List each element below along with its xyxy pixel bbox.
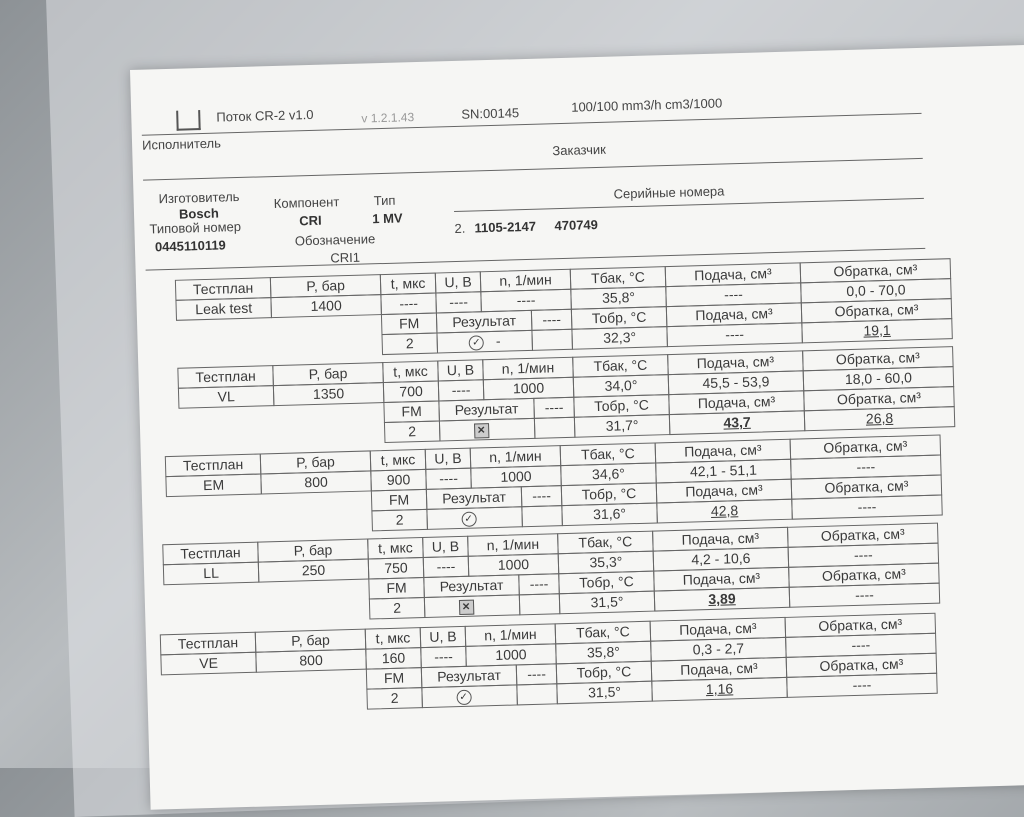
- empty-cell: [534, 417, 576, 439]
- return-measured: ----: [789, 583, 941, 608]
- col-voltage: U, В: [422, 536, 469, 558]
- result-cell: ✕: [424, 594, 521, 618]
- version: v 1.2.1.43: [361, 110, 414, 125]
- logo-icon: [176, 110, 201, 131]
- col-dash: ----: [518, 573, 560, 595]
- performer-label: Исполнитель: [142, 135, 221, 152]
- return-measured: 19,1: [801, 318, 953, 343]
- t-return-value: 31,6°: [561, 502, 658, 526]
- time-value: 160: [365, 647, 422, 670]
- result-cell: ✕: [439, 418, 536, 442]
- delivery-measured: 1,16: [651, 677, 788, 702]
- testplan-name: VE: [160, 652, 257, 676]
- col-fm: FM: [368, 577, 425, 600]
- time-value: ----: [380, 293, 437, 316]
- testplan-name: EM: [165, 473, 262, 497]
- pass-check-icon: ✓: [469, 335, 484, 350]
- component-label: Компонент: [274, 194, 340, 211]
- voltage-value: ----: [423, 556, 470, 578]
- col-fm: FM: [371, 489, 428, 512]
- col-dash: ----: [516, 663, 558, 685]
- return-measured: ----: [791, 494, 943, 519]
- designation-label: Обозначение: [295, 231, 376, 248]
- col-voltage: U, В: [437, 359, 484, 381]
- result-cell: ✓: [426, 506, 523, 530]
- col-voltage: U, В: [420, 626, 467, 648]
- testplan-name: Leak test: [175, 297, 272, 321]
- component: CRI: [299, 213, 322, 229]
- fm-value: 2: [369, 597, 426, 620]
- test-report-sheet: Поток CR-2 v1.0 v 1.2.1.43 SN:00145 100/…: [130, 45, 1024, 810]
- result-cell: ✓: [421, 684, 518, 708]
- pass-check-icon: ✓: [456, 690, 471, 705]
- customer-label: Заказчик: [552, 142, 606, 158]
- empty-cell: [519, 593, 561, 615]
- serials-label: Серийные номера: [613, 183, 724, 201]
- empty-cell: [531, 329, 573, 351]
- delivery-measured: 43,7: [669, 410, 806, 435]
- empty-cell: [516, 683, 558, 705]
- pass-check-icon: ✓: [461, 511, 476, 526]
- t-return-value: 31,5°: [556, 681, 653, 705]
- voltage-value: ----: [438, 379, 485, 401]
- fm-value: 2: [371, 509, 428, 532]
- t-return-value: 31,7°: [574, 414, 671, 438]
- t-return-value: 31,5°: [559, 591, 656, 615]
- voltage-value: ----: [420, 646, 467, 668]
- time-value: 900: [370, 469, 427, 492]
- part-number: 0445110119: [155, 237, 226, 254]
- manufacturer-label: Изготовитель: [158, 189, 239, 206]
- col-voltage: U, В: [435, 271, 482, 293]
- voltage-value: ----: [425, 468, 472, 490]
- return-measured: 26,8: [804, 406, 956, 431]
- fm-value: 2: [384, 420, 441, 443]
- col-time: t, мкс: [367, 537, 424, 560]
- fail-x-icon: ✕: [458, 599, 473, 614]
- fm-value: 2: [381, 333, 438, 356]
- col-dash: ----: [533, 397, 575, 419]
- return-measured: ----: [786, 673, 938, 698]
- app-title: Поток CR-2 v1.0: [216, 107, 314, 125]
- col-dash: ----: [521, 485, 563, 507]
- result-cell: ✓-: [436, 330, 533, 354]
- col-time: t, мкс: [380, 273, 437, 296]
- testplan-name: VL: [178, 385, 275, 409]
- part-number-label: Типовой номер: [149, 219, 241, 237]
- empty-cell: [521, 505, 563, 527]
- type-label: Тип: [374, 193, 396, 209]
- units: 100/100 mm3/h cm3/1000: [571, 95, 722, 114]
- voltage-value: ----: [435, 291, 482, 313]
- serial-a: 1105-2147: [474, 219, 536, 236]
- col-fm: FM: [381, 313, 438, 336]
- result-note: -: [496, 333, 501, 349]
- col-time: t, мкс: [365, 627, 422, 650]
- col-dash: ----: [531, 309, 573, 331]
- fail-x-icon: ✕: [473, 423, 488, 438]
- col-time: t, мкс: [370, 449, 427, 472]
- delivery-measured: 3,89: [654, 587, 791, 612]
- time-value: 700: [383, 380, 440, 403]
- fm-value: 2: [366, 687, 423, 710]
- delivery-measured: 42,8: [656, 499, 793, 524]
- col-fm: FM: [366, 667, 423, 690]
- col-voltage: U, В: [425, 448, 472, 470]
- col-fm: FM: [383, 400, 440, 423]
- col-time: t, мкс: [382, 361, 439, 384]
- serial-index: 2.: [454, 221, 465, 236]
- serial-b: 470749: [554, 217, 598, 233]
- type: 1 MV: [372, 210, 403, 226]
- testplan-name: LL: [163, 562, 260, 586]
- serial-number: SN:00145: [461, 105, 519, 122]
- delivery-measured: ----: [666, 322, 803, 347]
- time-value: 750: [368, 557, 425, 580]
- t-return-value: 32,3°: [571, 326, 668, 350]
